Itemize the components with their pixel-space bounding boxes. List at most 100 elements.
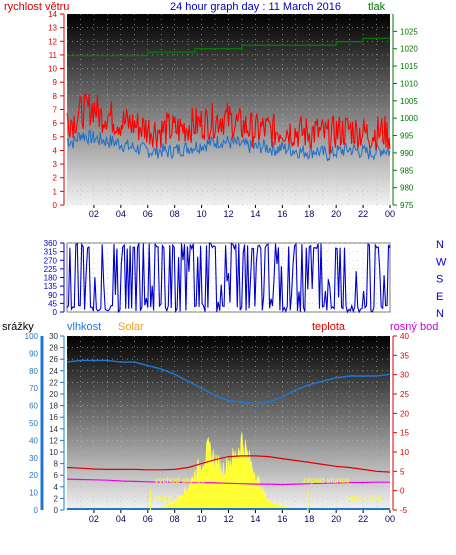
wind-direction-line — [66, 242, 391, 314]
compass-label: N — [436, 239, 444, 251]
pressure-axis-label: tlak — [368, 1, 386, 13]
wind-panel-grid — [67, 13, 390, 206]
humidity-line — [66, 359, 391, 405]
wind-tick-label: 10 — [48, 65, 57, 74]
x-tick-label: 00 — [385, 514, 395, 524]
rain-tick-label: 80 — [29, 367, 38, 376]
solar-tick-label: 24 — [49, 367, 58, 376]
pressure-tick-label: 1015 — [400, 62, 418, 71]
x-tick-label: 06 — [143, 209, 153, 219]
x-tick-label: 10 — [197, 514, 207, 524]
rain-tick-label: 100 — [25, 332, 39, 341]
x-tick-label: 16 — [277, 209, 287, 219]
solar-axis-label: Solar — [118, 321, 144, 333]
direction-tick-label: 180 — [44, 274, 58, 283]
direction-tick-label: 315 — [44, 248, 58, 257]
pressure-tick-label: 995 — [400, 132, 414, 141]
wind-axis-label: rychlost větru — [4, 1, 69, 13]
rain-tick-label: 10 — [29, 489, 38, 498]
wind-tick-label: 0 — [53, 201, 58, 210]
direction-tick-label: 270 — [44, 256, 58, 265]
x-tick-label: 16 — [277, 514, 287, 524]
x-tick-label: 12 — [223, 514, 233, 524]
solar-tick-label: 16 — [49, 413, 58, 422]
wind-speed-line — [66, 129, 391, 162]
x-tick-label: 20 — [331, 514, 341, 524]
rain-tick-label: 30 — [29, 454, 38, 463]
direction-panel-series — [66, 242, 391, 314]
rain-ticks: 0 10 20 30 40 50 60 70 80 90 100 — [25, 332, 44, 515]
sunset-label: západ slunce — [303, 476, 351, 485]
chart-title: 24 hour graph day : 11 March 2016 — [170, 1, 341, 13]
wind-tick-label: 8 — [53, 92, 58, 101]
temperature-tick-label: -5 — [400, 506, 408, 515]
sunrise-label: východ slunce — [154, 476, 205, 485]
direction-tick-label: 90 — [48, 291, 57, 300]
solar-tick-label: 2 — [54, 494, 59, 503]
rain-tick-label: 60 — [29, 402, 38, 411]
x-tick-label: 18 — [304, 514, 314, 524]
solar-tick-label: 30 — [49, 332, 58, 341]
wind-tick-label: 11 — [49, 51, 58, 60]
pressure-tick-label: 1025 — [400, 27, 418, 36]
rain-tick-label: 90 — [29, 349, 38, 358]
pressure-tick-label: 990 — [400, 149, 414, 158]
wind-tick-label: 2 — [53, 174, 58, 183]
temperature-tick-label: 25 — [400, 390, 409, 399]
wind-tick-label: 1 — [53, 187, 58, 196]
rain-tick-label: 0 — [34, 506, 39, 515]
solar-tick-label: 10 — [49, 448, 58, 457]
wind-tick-label: 12 — [48, 37, 57, 46]
temperature-tick-label: 10 — [400, 448, 409, 457]
pressure-tick-label: 1020 — [400, 45, 418, 54]
solar-tick-label: 0 — [54, 506, 59, 515]
direction-tick-label: 0 — [53, 308, 58, 317]
rain-tick-label: 20 — [29, 471, 38, 480]
pressure-line — [67, 37, 390, 57]
temperature-axis-label: teplota — [312, 321, 346, 333]
solar-tick-label: 4 — [54, 483, 59, 492]
solar-tick-label: 6 — [54, 471, 59, 480]
direction-tick-label: 360 — [44, 239, 58, 248]
wind-tick-label: 13 — [48, 24, 57, 33]
pressure-tick-label: 1010 — [400, 79, 418, 88]
x-tick-label: 14 — [250, 514, 260, 524]
solar-tick-label: 20 — [49, 390, 58, 399]
climate-annotations: východ slunce západ slunce Moon Rise Moon S… — [149, 476, 382, 510]
wind-gust-line — [66, 92, 391, 155]
pressure-tick-label: 975 — [400, 201, 414, 210]
solar-tick-label: 12 — [49, 436, 58, 445]
solar-tick-label: 14 — [49, 425, 58, 434]
direction-tick-label: 225 — [44, 265, 58, 274]
wind-tick-label: 4 — [53, 146, 58, 155]
rain-axis-label: srážky — [2, 321, 34, 333]
solar-area — [160, 432, 297, 511]
compass-label: N — [436, 308, 444, 320]
temperature-ticks: -5 0 5 10 15 20 25 30 35 40 — [392, 332, 409, 515]
moon-set-label: Moon Set — [347, 494, 382, 503]
x-tick-label: 08 — [170, 514, 180, 524]
x-tick-label: 08 — [170, 209, 180, 219]
pressure-ticks: 975 980 985 990 995 1000 1005 1010 1015 1020 1025 — [392, 14, 418, 210]
x-tick-label: 20 — [331, 209, 341, 219]
x-tick-label: 12 — [223, 209, 233, 219]
direction-tick-label: 135 — [44, 282, 58, 291]
solar-tick-label: 28 — [49, 344, 58, 353]
rain-tick-label: 50 — [29, 419, 38, 428]
temperature-tick-label: 35 — [400, 351, 409, 360]
dewpoint-line — [66, 478, 390, 486]
wind-tick-label: 14 — [48, 10, 57, 19]
x-tick-label: 06 — [143, 514, 153, 524]
moon-rise-label: Moon Rise — [154, 494, 193, 503]
x-tick-label: 22 — [358, 514, 368, 524]
solar-tick-label: 26 — [49, 355, 58, 364]
climate-panel-series — [66, 359, 391, 511]
pressure-tick-label: 1005 — [400, 97, 418, 106]
direction-tick-label: 45 — [48, 299, 57, 308]
x-tick-label: 02 — [89, 209, 99, 219]
x-tick-label: 22 — [358, 209, 368, 219]
